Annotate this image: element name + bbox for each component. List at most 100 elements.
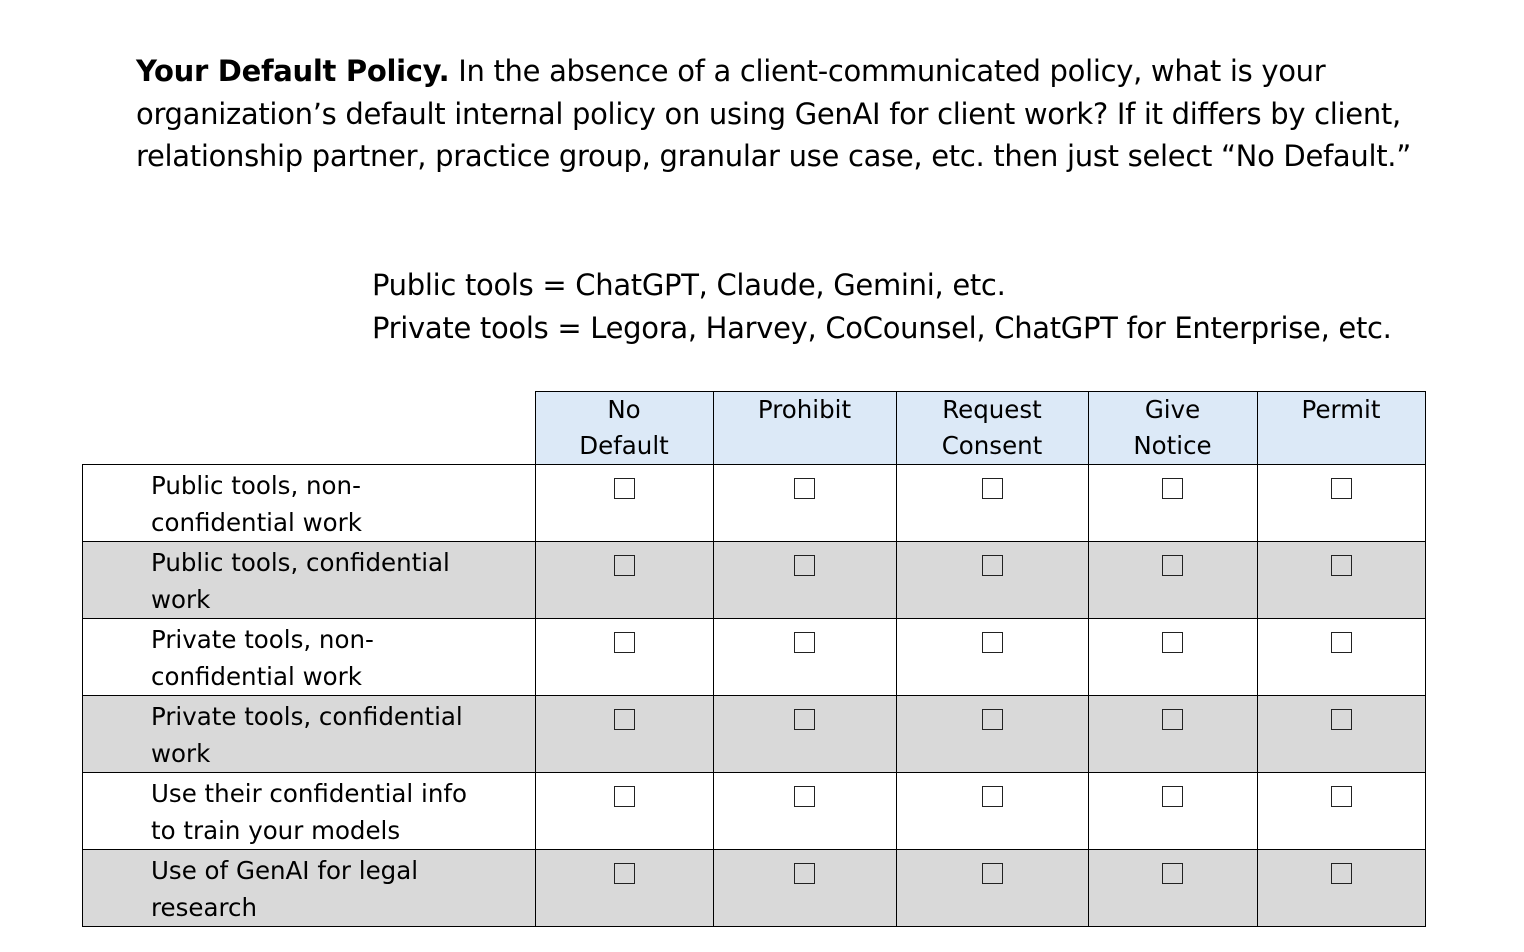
column-header-permit: Permit: [1256, 391, 1426, 465]
row-label-line: confidential work: [151, 508, 362, 537]
checkbox-no-default[interactable]: [613, 478, 635, 499]
checkbox-no-default[interactable]: [613, 555, 635, 576]
cell-give-notice: [1087, 849, 1258, 927]
cell-permit: [1256, 695, 1426, 773]
public-tools-definition: Public tools = ChatGPT, Claude, Gemini, …: [372, 268, 1006, 302]
table-header-row: No Default Prohibit Request Consent Give…: [82, 391, 1426, 465]
cell-prohibit: [712, 618, 897, 696]
column-header-line: Notice: [1133, 431, 1212, 460]
private-tools-definition: Private tools = Legora, Harvey, CoCounse…: [372, 310, 1392, 345]
checkbox-give-notice[interactable]: [1162, 478, 1183, 499]
checkbox-no-default[interactable]: [613, 709, 635, 730]
checkbox-prohibit[interactable]: [794, 478, 815, 499]
checkbox-request-consent[interactable]: [981, 786, 1003, 807]
cell-prohibit: [712, 772, 897, 850]
checkbox-request-consent[interactable]: [981, 632, 1003, 653]
cell-no-default: [534, 618, 714, 696]
row-label-public-nonconfidential: Public tools, non- confidential work: [82, 464, 536, 542]
checkbox-prohibit[interactable]: [794, 555, 815, 576]
row-label-line: Public tools, non-: [151, 471, 361, 500]
tool-definitions: Public tools = ChatGPT, Claude, Gemini, …: [372, 264, 1392, 349]
checkbox-give-notice[interactable]: [1162, 632, 1183, 653]
row-label-private-nonconfidential: Private tools, non- confidential work: [82, 618, 536, 696]
row-label-line: Public tools, confidential: [151, 548, 450, 577]
column-header-line: Prohibit: [757, 395, 852, 424]
checkbox-give-notice[interactable]: [1162, 709, 1183, 730]
header-corner: [82, 391, 536, 465]
row-label-line: work: [151, 739, 211, 768]
row-label-line: Private tools, non-: [151, 625, 374, 654]
table-row: Private tools, confidential work: [82, 695, 1426, 773]
column-header-line: Default: [579, 431, 669, 460]
row-label-public-confidential: Public tools, confidential work: [82, 541, 536, 619]
checkbox-permit[interactable]: [1330, 786, 1352, 807]
table-row: Private tools, non- confidential work: [82, 618, 1426, 696]
checkbox-give-notice[interactable]: [1162, 863, 1183, 884]
column-header-line: Give: [1144, 395, 1201, 424]
cell-no-default: [534, 772, 714, 850]
checkbox-prohibit[interactable]: [794, 709, 815, 730]
checkbox-give-notice[interactable]: [1162, 555, 1183, 576]
checkbox-prohibit[interactable]: [794, 632, 815, 653]
table-row: Use of GenAI for legal research: [82, 849, 1426, 927]
column-header-prohibit: Prohibit: [712, 391, 897, 465]
cell-request-consent: [895, 618, 1089, 696]
cell-give-notice: [1087, 772, 1258, 850]
cell-prohibit: [712, 849, 897, 927]
cell-permit: [1256, 464, 1426, 542]
table-row: Public tools, confidential work: [82, 541, 1426, 619]
cell-no-default: [534, 464, 714, 542]
column-header-line: Permit: [1301, 395, 1381, 424]
cell-prohibit: [712, 464, 897, 542]
row-label-train-models: Use their confidential info to train you…: [82, 772, 536, 850]
cell-no-default: [534, 695, 714, 773]
intro-heading: Your Default Policy.: [136, 54, 450, 88]
row-label-private-confidential: Private tools, confidential work: [82, 695, 536, 773]
cell-give-notice: [1087, 541, 1258, 619]
checkbox-permit[interactable]: [1330, 863, 1352, 884]
checkbox-no-default[interactable]: [613, 863, 635, 884]
cell-request-consent: [895, 849, 1089, 927]
row-label-legal-research: Use of GenAI for legal research: [82, 849, 536, 927]
cell-request-consent: [895, 541, 1089, 619]
cell-request-consent: [895, 772, 1089, 850]
cell-give-notice: [1087, 464, 1258, 542]
checkbox-permit[interactable]: [1330, 632, 1352, 653]
row-label-line: Use of GenAI for legal: [151, 856, 419, 885]
row-label-line: confidential work: [151, 662, 362, 691]
checkbox-permit[interactable]: [1330, 478, 1352, 499]
cell-permit: [1256, 618, 1426, 696]
checkbox-prohibit[interactable]: [794, 863, 815, 884]
cell-no-default: [534, 849, 714, 927]
checkbox-permit[interactable]: [1330, 555, 1352, 576]
intro-paragraph: Your Default Policy. In the absence of a…: [136, 50, 1456, 178]
row-label-line: research: [151, 893, 257, 922]
table-row: Public tools, non- confidential work: [82, 464, 1426, 542]
cell-permit: [1256, 772, 1426, 850]
row-label-line: Private tools, confidential: [151, 702, 463, 731]
cell-permit: [1256, 849, 1426, 927]
checkbox-give-notice[interactable]: [1162, 786, 1183, 807]
cell-prohibit: [712, 541, 897, 619]
checkbox-request-consent[interactable]: [981, 555, 1003, 576]
checkbox-request-consent[interactable]: [981, 709, 1003, 730]
column-header-line: No: [607, 395, 641, 424]
column-header-no-default: No Default: [534, 391, 714, 465]
row-label-line: Use their confidential info: [151, 779, 467, 808]
column-header-line: Consent: [941, 431, 1043, 460]
intro-text: In the absence of a client-communicated …: [136, 54, 1411, 173]
row-label-line: to train your models: [151, 816, 401, 845]
checkbox-prohibit[interactable]: [794, 786, 815, 807]
checkbox-request-consent[interactable]: [981, 478, 1003, 499]
checkbox-request-consent[interactable]: [981, 863, 1003, 884]
checkbox-no-default[interactable]: [613, 786, 635, 807]
column-header-line: Request: [942, 395, 1042, 424]
checkbox-no-default[interactable]: [613, 632, 635, 653]
cell-give-notice: [1087, 618, 1258, 696]
policy-table: No Default Prohibit Request Consent Give…: [82, 391, 1426, 927]
cell-prohibit: [712, 695, 897, 773]
checkbox-permit[interactable]: [1330, 709, 1352, 730]
table-row: Use their confidential info to train you…: [82, 772, 1426, 850]
cell-request-consent: [895, 464, 1089, 542]
